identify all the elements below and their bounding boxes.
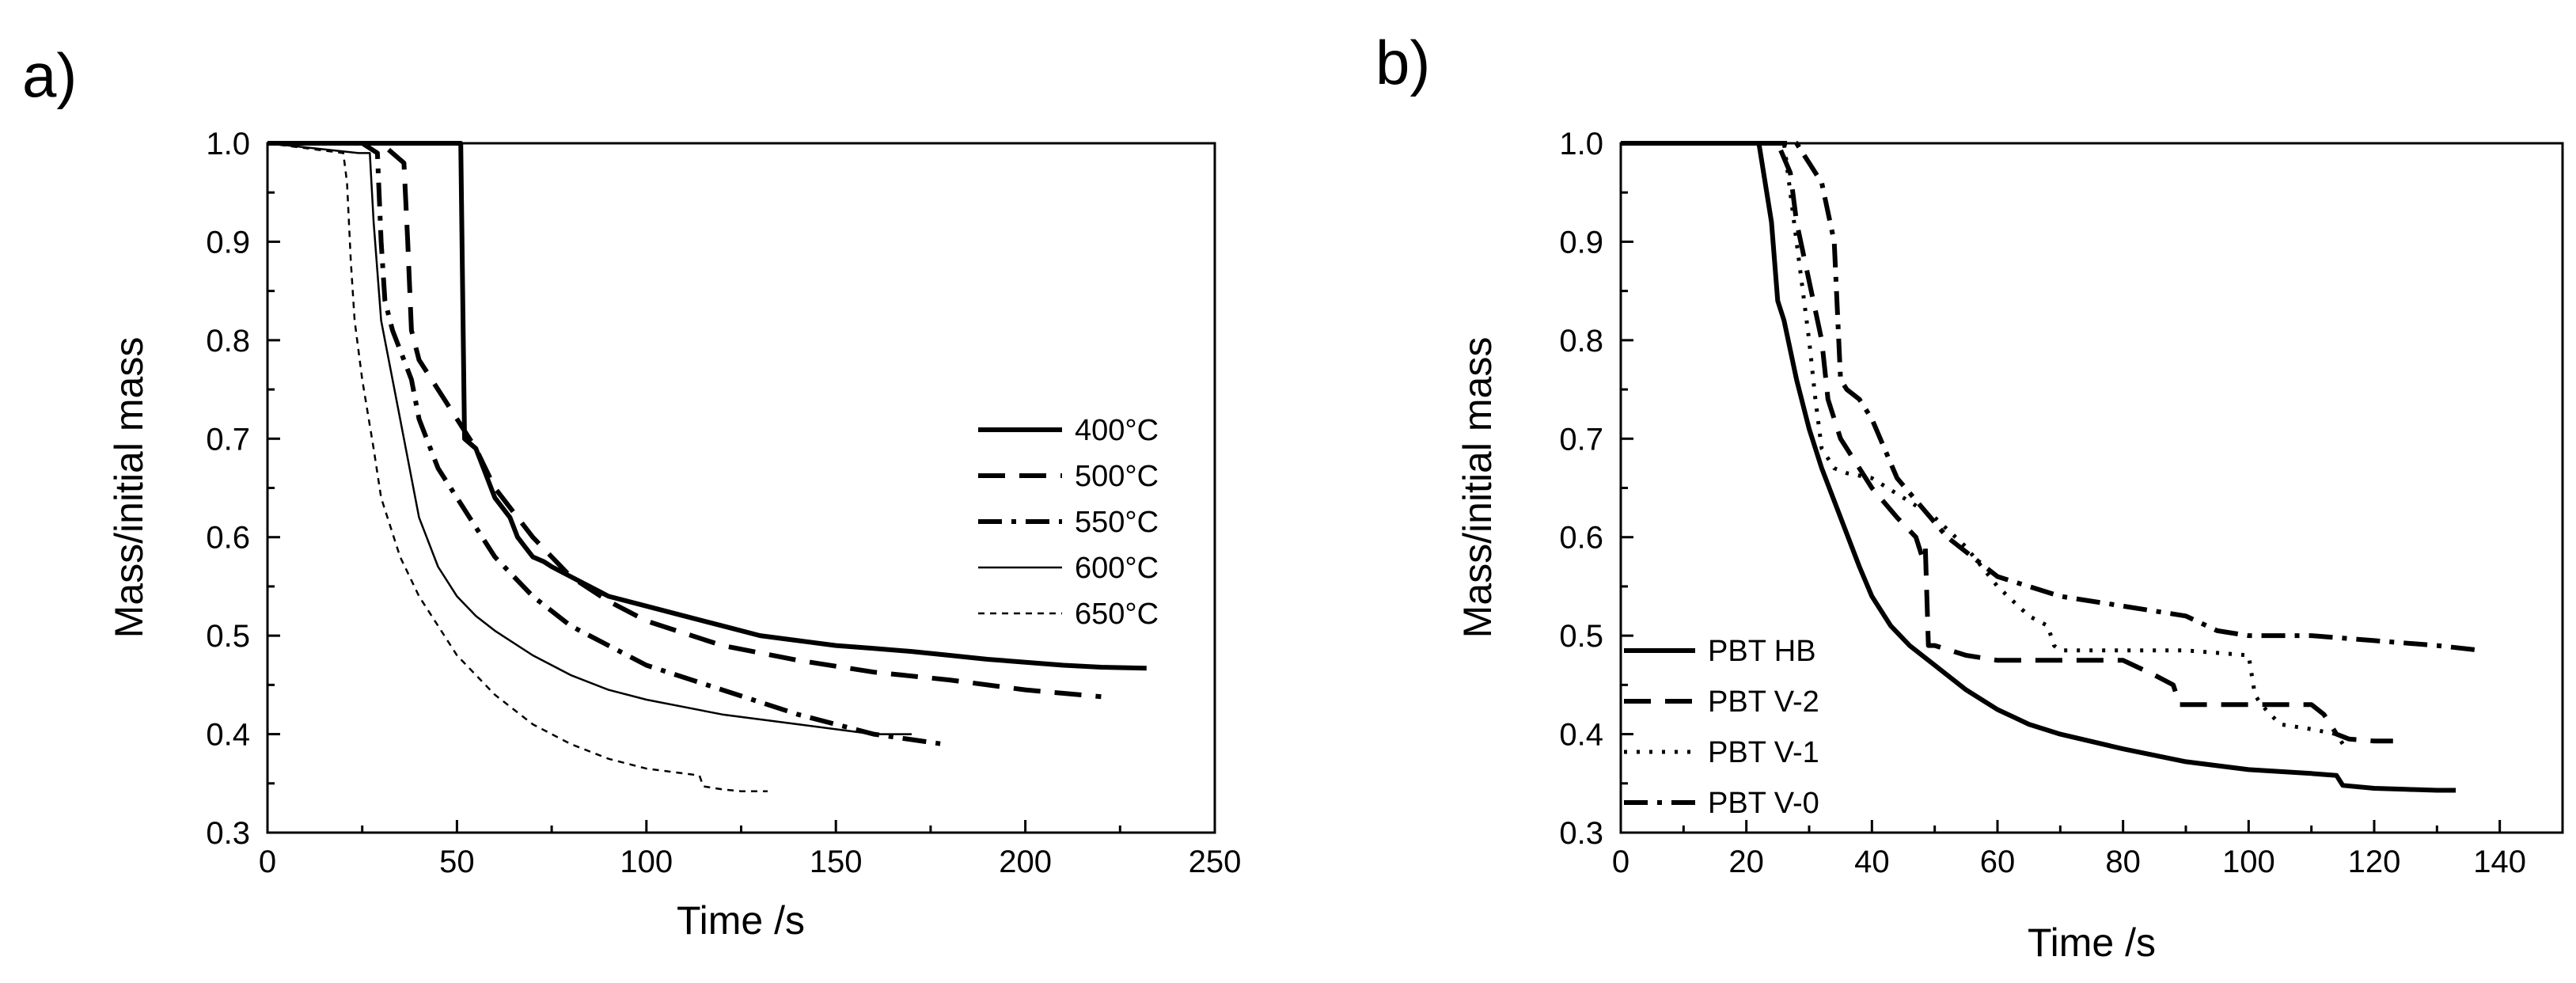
x-tick-label: 0 (259, 844, 276, 879)
plot-frame-b (1619, 142, 2564, 834)
x-axis-title-b: Time /s (2028, 920, 2156, 965)
y-tick-label: 0.9 (1559, 225, 1603, 260)
series-line-600-c (267, 142, 912, 735)
x-tick-label: 250 (1189, 844, 1242, 879)
y-tick-label: 1.0 (206, 127, 250, 161)
series-line-500-c (267, 141, 1102, 700)
x-tick-label: 150 (810, 844, 863, 879)
y-tick-label: 0.4 (206, 718, 250, 753)
legend-label: 600°C (1075, 552, 1159, 585)
series-line-650-c (267, 142, 768, 792)
x-tick-label: 40 (1854, 844, 1890, 879)
y-axis-title-a: Mass/initial mass (107, 337, 151, 639)
series-line-pbt-v-1 (1621, 141, 2345, 746)
y-tick-label: 0.9 (206, 225, 250, 260)
x-tick-label: 50 (439, 844, 475, 879)
series-group-b (1621, 141, 2482, 793)
series-line-pbt-v-0 (1621, 141, 2482, 653)
y-tick-label: 0.5 (1559, 619, 1603, 654)
x-tick-label: 80 (2105, 844, 2141, 879)
legend-label: PBT V-1 (1708, 736, 1819, 769)
legend-label: PBT HB (1708, 635, 1816, 668)
x-axis-title-a: Time /s (677, 898, 805, 943)
y-tick-label: 0.3 (1559, 816, 1603, 851)
series-line-400-c (267, 141, 1147, 671)
chart-panel-b: b) 0 20 40 60 80 100 120 1400.30.40.50.60.70.80… (1375, 28, 2564, 965)
y-axis-title-b: Mass/initial mass (1455, 337, 1500, 639)
legend-label: 550°C (1075, 506, 1159, 539)
x-tick-label: 60 (1980, 844, 2016, 879)
axis-ticks-a: 0 50 100 150 200 250 0.3 0.4 0.5 0.6 0.7 0.8 0.9 1.0 (206, 127, 1241, 879)
series-line-pbt-v-2 (1621, 141, 2393, 744)
y-tick-label: 0.7 (206, 422, 250, 457)
x-tick-label: 140 (2473, 844, 2526, 879)
panel-label-b: b) (1375, 28, 1430, 97)
y-tick-label: 0.8 (206, 324, 250, 359)
y-tick-label: 0.8 (1559, 324, 1603, 359)
x-tick-label: 20 (1728, 844, 1764, 879)
series-line-550-c (267, 141, 943, 746)
series-group-a (267, 141, 1147, 792)
x-tick-label: 0 (1612, 844, 1629, 879)
y-tick-label: 0.5 (206, 619, 250, 654)
axis-ticks-b: 0 20 40 60 80 100 120 140 0.3 0.4 0.5 0.6 0.7 0.8 0.9 1… (1559, 127, 2526, 879)
x-tick-label: 100 (620, 844, 673, 879)
y-tick-label: 1.0 (1559, 127, 1603, 161)
chart-panel-a: a) 0 50 100 150 200 250 0.3 0.4 0.5 0.6 0.7 0.8 0.9 1… (22, 40, 1241, 943)
legend-label: 500°C (1075, 460, 1159, 493)
legend-label: 400°C (1075, 414, 1159, 447)
legend-a: 400°C 500°C 550°C 600°C 650°C (978, 414, 1159, 631)
x-tick-label: 120 (2348, 844, 2401, 879)
series-line-pbt-hb (1621, 141, 2456, 793)
y-tick-label: 0.6 (206, 521, 250, 556)
y-tick-label: 0.6 (1559, 521, 1603, 556)
y-tick-label: 0.4 (1559, 718, 1603, 753)
y-tick-label: 0.7 (1559, 422, 1603, 457)
y-tick-label: 0.3 (206, 816, 250, 851)
x-tick-label: 200 (999, 844, 1052, 879)
x-tick-label: 100 (2222, 844, 2275, 879)
legend-label: PBT V-2 (1708, 685, 1819, 719)
legend-label: PBT V-0 (1708, 787, 1819, 820)
panel-label-a: a) (22, 40, 77, 110)
legend-b: PBT HB PBT V-2 PBT V-1 PBT V-0 (1624, 635, 1819, 820)
legend-label: 650°C (1075, 598, 1159, 631)
